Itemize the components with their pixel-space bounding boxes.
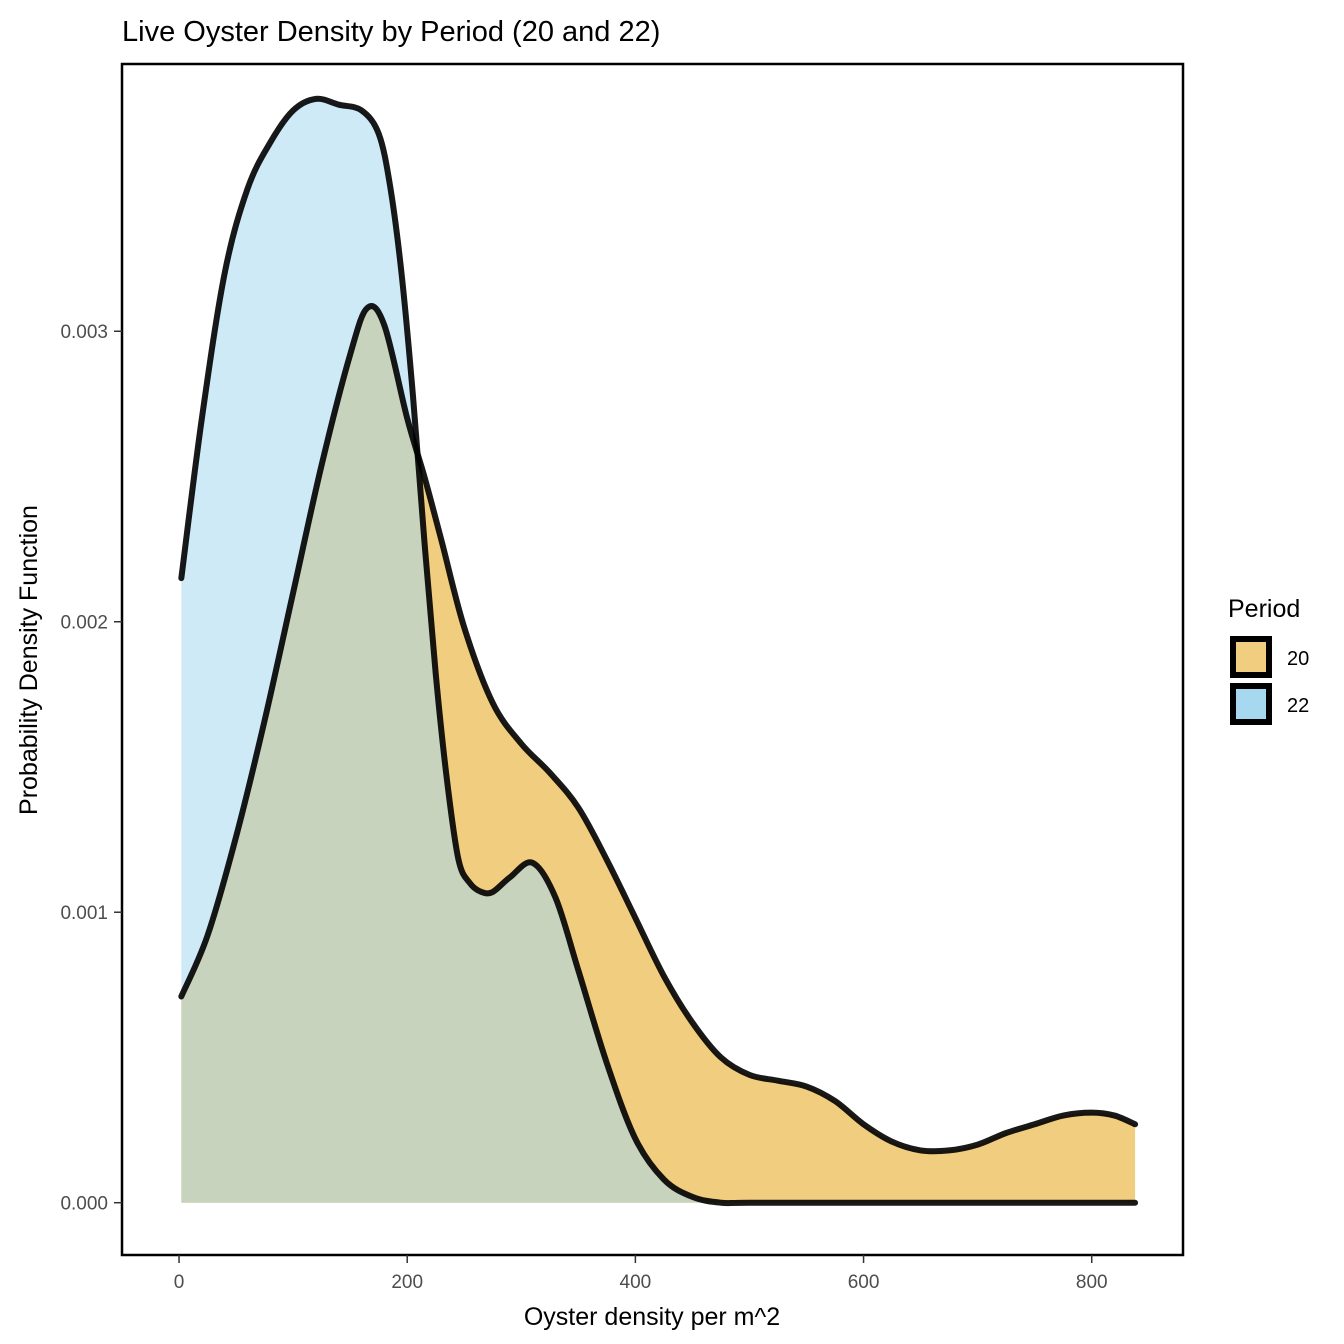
x-tick-label: 400 (620, 1272, 652, 1293)
y-tick-label: 0.001 (60, 903, 108, 924)
y-axis: 0.000 0.001 0.002 0.003 (60, 322, 122, 1215)
legend-title: Period (1228, 595, 1300, 623)
x-tick-label: 600 (848, 1272, 880, 1293)
legend-label-22: 22 (1287, 695, 1309, 717)
legend-key-22 (1230, 683, 1272, 725)
density-line-20 (178, 303, 1139, 1155)
density-line-22 (178, 95, 1139, 1207)
x-axis: 0 200 400 600 800 (174, 1255, 1108, 1293)
density-area-22 (181, 98, 1136, 1204)
y-tick-label: 0.002 (60, 613, 108, 634)
x-tick-label: 0 (174, 1272, 185, 1293)
x-axis-title: Oyster density per m^2 (524, 1303, 780, 1331)
y-axis-title: Probability Density Function (15, 505, 43, 815)
plot-area (178, 95, 1139, 1207)
x-tick-label: 800 (1076, 1272, 1108, 1293)
legend: Period 20 22 (1228, 595, 1309, 725)
y-tick-label: 0.000 (60, 1194, 108, 1215)
y-tick-label: 0.003 (60, 322, 108, 343)
legend-key-20 (1230, 636, 1272, 678)
panel-border (120, 62, 1185, 1257)
x-tick-label: 200 (391, 1272, 423, 1293)
chart-title: Live Oyster Density by Period (20 and 22… (122, 16, 660, 48)
legend-label-20: 20 (1287, 648, 1309, 670)
